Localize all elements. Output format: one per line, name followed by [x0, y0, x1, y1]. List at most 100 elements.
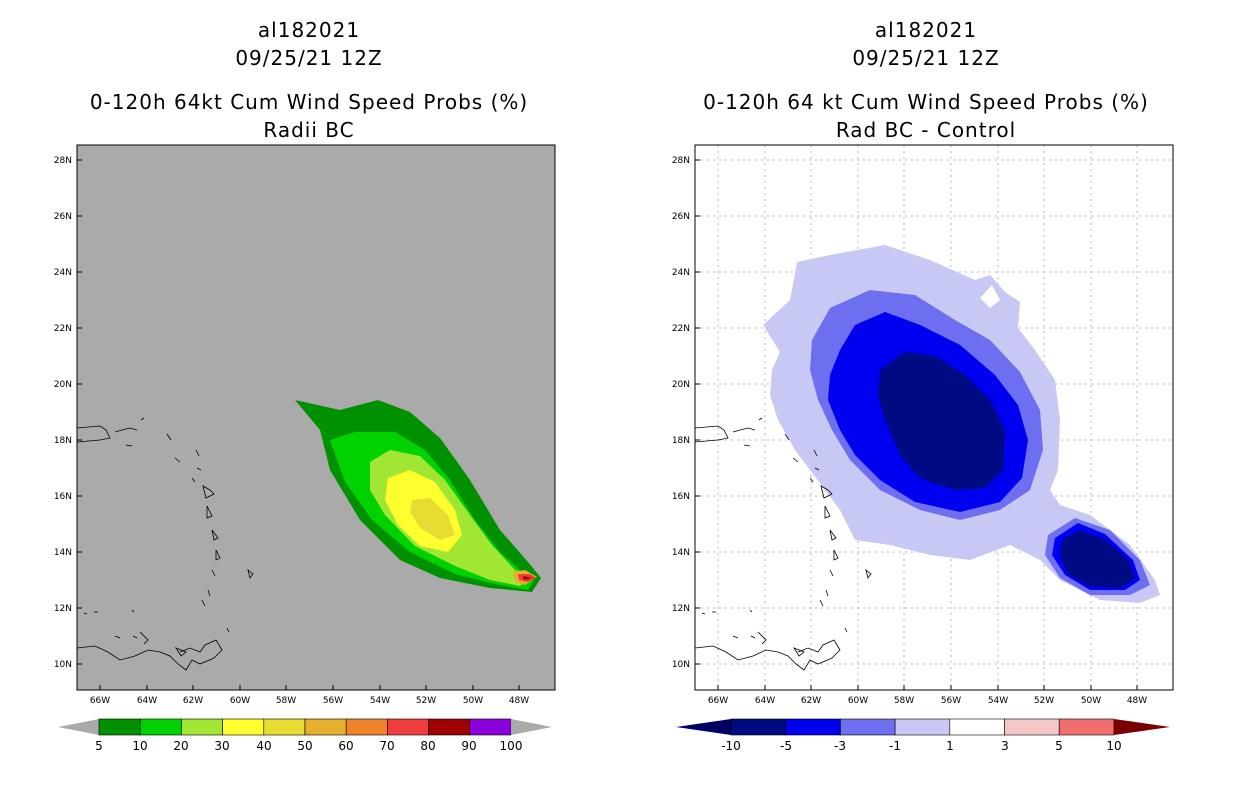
left-map: 28N 26N 24N 22N 20N 18N 16N 14N 12N 10N …: [54, 144, 556, 753]
lat-label: 12N: [54, 604, 72, 614]
lat-label: 12N: [672, 604, 690, 614]
colorbar-label: 50: [297, 739, 312, 753]
right-ticks: [695, 159, 1138, 690]
left-title-subtitle: Radii BC: [263, 118, 355, 142]
lon-label: 66W: [708, 696, 728, 706]
colorbar-swatch: [469, 718, 512, 736]
colorbar-label: 1: [946, 739, 954, 753]
left-title-date: 09/25/21 12Z: [235, 46, 383, 70]
colorbar-swatch: [785, 718, 841, 736]
colorbar-swatch: [1058, 718, 1115, 736]
colorbar-label: 20: [173, 739, 188, 753]
left-title-storm-id: al182021: [257, 18, 361, 42]
colorbar-label: 80: [420, 739, 435, 753]
colorbar-swatch: [730, 718, 787, 736]
right-diff-contours: [763, 245, 1160, 603]
colorbar-label: 10: [132, 739, 147, 753]
coast-leeward: [784, 433, 872, 633]
lon-label: 64W: [755, 696, 775, 706]
lat-label: 24N: [672, 268, 690, 278]
lon-label: 48W: [1127, 696, 1147, 706]
lon-label: 62W: [801, 696, 821, 706]
lon-label: 62W: [183, 696, 203, 706]
lat-label: 14N: [672, 548, 690, 558]
lon-label: 60W: [230, 696, 250, 706]
colorbar-right-arrow: [511, 719, 552, 735]
colorbar-swatch: [1004, 718, 1060, 736]
coast-islets-north: [732, 417, 763, 447]
lat-label: 10N: [672, 660, 690, 670]
contour-40: [410, 498, 455, 540]
lat-label: 16N: [672, 492, 690, 502]
lat-label: 26N: [54, 212, 72, 222]
colorbar-swatch: [949, 718, 1005, 736]
lon-label: 50W: [463, 696, 483, 706]
lon-label: 54W: [370, 696, 390, 706]
lon-label: 54W: [988, 696, 1008, 706]
coast-puerto-rico: [694, 425, 729, 443]
right-title-subtitle: Rad BC - Control: [835, 118, 1017, 142]
lon-label: 52W: [416, 696, 436, 706]
lon-label: 48W: [509, 696, 529, 706]
colorbar-label: 10: [1106, 739, 1121, 753]
lon-label: 56W: [323, 696, 343, 706]
colorbar-label: 40: [256, 739, 271, 753]
right-coastlines: [694, 417, 872, 671]
colorbar-swatch: [304, 718, 347, 736]
colorbar-label: 90: [461, 739, 476, 753]
colorbar-label: -1: [889, 739, 901, 753]
lon-label: 64W: [137, 696, 157, 706]
coast-south-america: [76, 639, 223, 671]
colorbar-swatch: [840, 718, 896, 736]
colorbar-swatch: [222, 718, 265, 736]
right-title-date: 09/25/21 12Z: [852, 46, 1000, 70]
left-coastlines: [76, 417, 254, 671]
left-prob-contours: [295, 400, 541, 592]
colorbar-left-arrow: [676, 719, 731, 735]
colorbar-swatch: [428, 718, 471, 736]
colorbar-label: 30: [214, 739, 229, 753]
colorbar-swatch: [894, 718, 951, 736]
colorbar-swatch: [387, 718, 429, 736]
lon-label: 52W: [1034, 696, 1054, 706]
colorbar-left-arrow: [58, 719, 99, 735]
colorbar-swatch: [345, 718, 388, 736]
lat-label: 18N: [672, 436, 690, 446]
coast-islands-south: [701, 609, 805, 657]
lon-label: 50W: [1081, 696, 1101, 706]
lon-label: 58W: [276, 696, 296, 706]
contour-small-patch: [980, 285, 1000, 308]
lat-label: 28N: [54, 156, 72, 166]
colorbar-label: 100: [500, 739, 523, 753]
lat-label: 20N: [54, 380, 72, 390]
colorbar-swatch: [139, 718, 182, 736]
colorbar-right-arrow: [1114, 719, 1170, 735]
colorbar-label: 3: [1001, 739, 1009, 753]
lon-label: 60W: [848, 696, 868, 706]
lat-label: 22N: [54, 324, 72, 334]
colorbar-label: 5: [1055, 739, 1063, 753]
right-colorbar: -10 -5 -3 -1 1 3 5 10: [676, 718, 1170, 753]
colorbar-label: 70: [379, 739, 394, 753]
left-map-frame: [76, 144, 556, 691]
left-lon-labels: 66W 64W 62W 60W 58W 56W 54W 52W 50W 48W: [90, 696, 529, 706]
left-colorbar: 5 10 20 30 40 50 60 70 80 90 100: [58, 718, 552, 753]
left-lat-labels: 28N 26N 24N 22N 20N 18N 16N 14N 12N 10N: [54, 156, 72, 670]
colorbar-swatch: [98, 718, 141, 736]
colorbar-swatch: [181, 718, 223, 736]
left-ticks: [77, 159, 520, 690]
lat-label: 24N: [54, 268, 72, 278]
right-lat-labels: 28N 26N 24N 22N 20N 18N 16N 14N 12N 10N: [672, 156, 690, 670]
right-title-storm-id: al182021: [874, 18, 978, 42]
colorbar-label: -3: [834, 739, 846, 753]
coast-puerto-rico: [76, 425, 111, 443]
colorbar-label: -5: [780, 739, 792, 753]
right-map-frame: [694, 144, 1174, 691]
left-title-product: 0-120h 64kt Cum Wind Speed Probs (%): [89, 90, 529, 114]
lon-label: 66W: [90, 696, 110, 706]
lat-label: 16N: [54, 492, 72, 502]
right-lon-labels: 66W 64W 62W 60W 58W 56W 54W 52W 50W 48W: [708, 696, 1147, 706]
lat-label: 14N: [54, 548, 72, 558]
coast-south-america: [694, 639, 841, 671]
colorbar-label: 60: [338, 739, 353, 753]
